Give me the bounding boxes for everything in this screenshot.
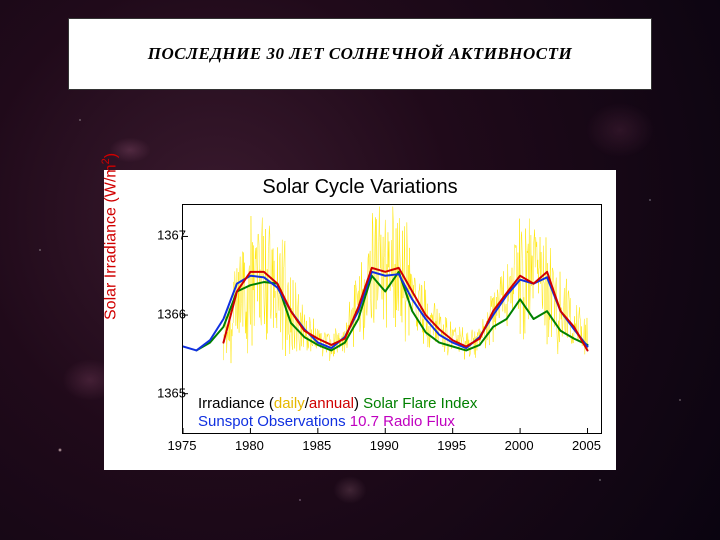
slide-title-box: ПОСЛЕДНИЕ 30 ЛЕТ СОЛНЕЧНОЙ АКТИВНОСТИ [68, 18, 652, 90]
legend-text: daily [274, 395, 305, 412]
chart-container: Solar Cycle Variations Solar Irradiance … [104, 170, 616, 470]
ytick-label: 1367 [157, 228, 186, 243]
chart-legend: Irradiance (daily/annual) Solar Flare In… [198, 395, 602, 433]
ytick-label: 1365 [157, 385, 186, 400]
legend-text: annual [309, 395, 354, 412]
legend-text: Sunspot Observations [198, 413, 346, 430]
chart-ylabel: Solar Irradiance (W/m²) Solar Irradiance… [100, 153, 120, 320]
slide-title: ПОСЛЕДНИЕ 30 ЛЕТ СОЛНЕЧНОЙ АКТИВНОСТИ [148, 44, 572, 64]
chart-title: Solar Cycle Variations [104, 176, 616, 199]
xtick-label: 1980 [235, 438, 264, 453]
xtick-label: 1995 [437, 438, 466, 453]
ytick-label: 1366 [157, 307, 186, 322]
xtick-label: 1975 [168, 438, 197, 453]
legend-text: Irradiance ( [198, 395, 274, 412]
xtick-label: 1985 [302, 438, 331, 453]
legend-text: Solar Flare Index [363, 395, 477, 412]
xtick-label: 2005 [572, 438, 601, 453]
legend-text: 10.7 Radio Flux [350, 413, 455, 430]
xtick-label: 1990 [370, 438, 399, 453]
xtick-label: 2000 [505, 438, 534, 453]
